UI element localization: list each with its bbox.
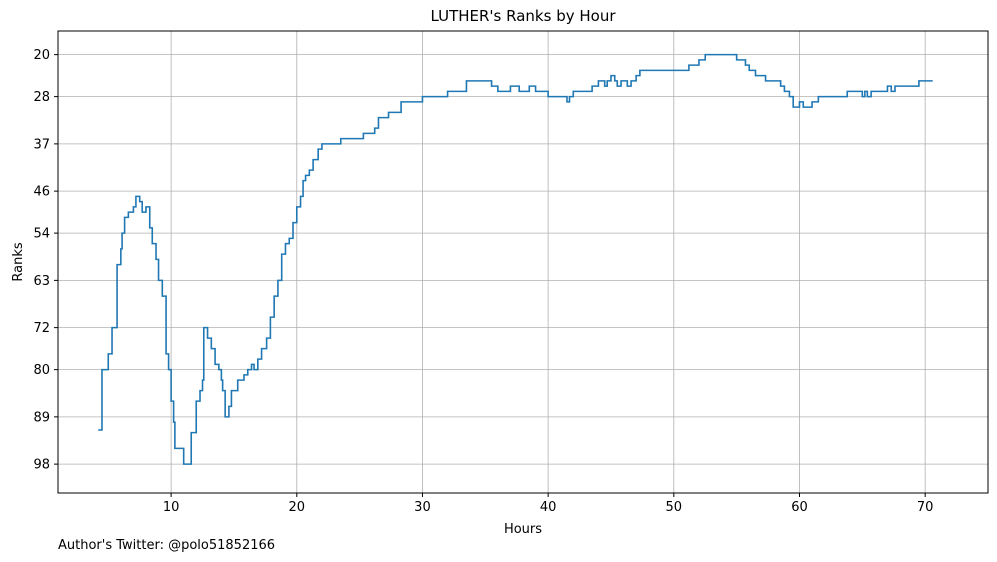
y-tick-label: 80 bbox=[33, 363, 50, 378]
x-tick-label: 60 bbox=[791, 500, 808, 515]
y-tick-label: 46 bbox=[33, 185, 50, 200]
plot-area bbox=[58, 31, 988, 493]
author-footer: Author's Twitter: @polo51852166 bbox=[58, 538, 276, 553]
x-axis-label: Hours bbox=[504, 522, 542, 537]
ticks: 10 20 30 40 50 60 70 20 28 37 46 54 63 72 80 89 98 bbox=[33, 48, 933, 515]
x-tick-label: 10 bbox=[163, 500, 180, 515]
x-tick-label: 50 bbox=[666, 500, 683, 515]
y-tick-label: 72 bbox=[33, 321, 50, 336]
plot-frame bbox=[57, 30, 989, 494]
x-tick-label: 40 bbox=[540, 500, 557, 515]
series bbox=[98, 53, 933, 465]
x-tick-label: 30 bbox=[414, 500, 431, 515]
grid bbox=[58, 31, 988, 493]
x-tick-label: 70 bbox=[917, 500, 934, 515]
y-tick-label: 89 bbox=[33, 410, 50, 425]
y-tick-label: 20 bbox=[33, 48, 50, 63]
y-tick-label: 98 bbox=[33, 458, 50, 473]
y-tick-label: 28 bbox=[33, 90, 50, 105]
y-tick-label: 37 bbox=[33, 137, 50, 152]
y-tick-label: 54 bbox=[33, 227, 50, 242]
y-axis-label: Ranks bbox=[11, 242, 26, 281]
chart-title: LUTHER's Ranks by Hour bbox=[431, 7, 617, 25]
x-tick-label: 20 bbox=[289, 500, 306, 515]
y-tick-label: 63 bbox=[33, 274, 50, 289]
rank-line-series bbox=[98, 53, 933, 465]
